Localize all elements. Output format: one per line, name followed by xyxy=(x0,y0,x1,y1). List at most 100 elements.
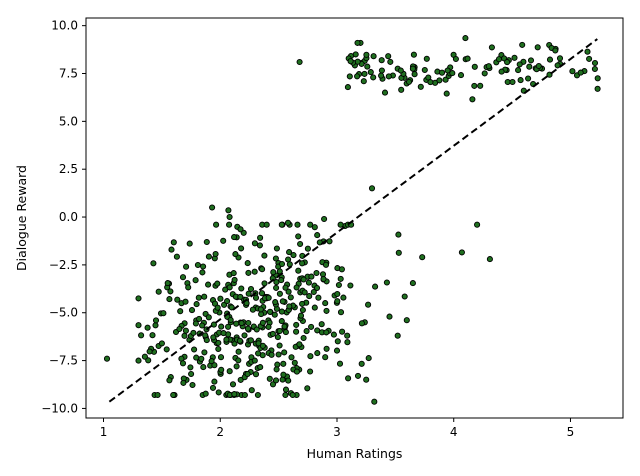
data-point xyxy=(337,309,345,316)
data-point xyxy=(395,249,402,256)
data-point xyxy=(358,320,365,327)
data-point xyxy=(290,252,297,259)
data-point xyxy=(306,293,313,300)
data-point xyxy=(182,327,189,334)
data-point xyxy=(526,63,533,70)
data-point xyxy=(337,221,344,228)
data-point xyxy=(293,368,300,375)
data-point xyxy=(236,337,243,344)
data-point xyxy=(217,295,224,302)
data-point xyxy=(247,285,255,293)
data-point xyxy=(385,73,392,80)
data-point xyxy=(203,337,210,344)
data-point xyxy=(307,368,314,375)
data-point xyxy=(238,285,245,292)
data-point xyxy=(527,57,535,64)
data-point xyxy=(385,53,392,60)
data-point xyxy=(237,293,244,300)
data-point xyxy=(166,296,173,303)
y-tick-label: 0.0 xyxy=(59,210,78,224)
data-point xyxy=(282,284,289,291)
data-point xyxy=(210,321,217,328)
data-point xyxy=(360,78,367,85)
data-point xyxy=(378,57,385,64)
data-point xyxy=(209,384,217,391)
data-point xyxy=(173,253,180,260)
data-point xyxy=(464,55,471,62)
data-point xyxy=(194,261,201,269)
data-point xyxy=(338,266,345,273)
data-point xyxy=(138,332,145,339)
data-point xyxy=(231,391,238,398)
data-point xyxy=(346,73,353,80)
data-point xyxy=(248,387,255,394)
data-point xyxy=(268,351,275,358)
data-point xyxy=(275,351,282,358)
data-point xyxy=(368,185,376,192)
data-point xyxy=(367,69,374,76)
data-point xyxy=(213,221,220,228)
data-point xyxy=(323,307,330,314)
data-point xyxy=(304,245,311,252)
data-point xyxy=(287,294,294,301)
data-point xyxy=(395,231,402,238)
data-point xyxy=(205,314,212,321)
data-point xyxy=(410,51,417,58)
data-point xyxy=(218,323,225,330)
data-point xyxy=(371,398,378,405)
data-point xyxy=(546,56,554,63)
data-point xyxy=(411,71,418,78)
data-point xyxy=(409,65,416,72)
data-point xyxy=(183,263,190,270)
data-point xyxy=(409,280,416,287)
data-point xyxy=(511,54,518,61)
x-tick-label: 3 xyxy=(333,425,341,439)
trend-layer xyxy=(108,38,598,403)
data-point xyxy=(320,275,327,283)
data-point xyxy=(215,389,222,396)
data-point xyxy=(304,385,311,392)
data-point xyxy=(205,253,212,260)
y-tick-label: 7.5 xyxy=(59,67,78,81)
data-point xyxy=(372,283,379,290)
data-point xyxy=(251,357,258,364)
data-point xyxy=(274,334,281,341)
data-point xyxy=(293,328,300,335)
data-point xyxy=(141,353,148,360)
data-point xyxy=(223,336,230,343)
data-point xyxy=(163,346,170,353)
data-point xyxy=(398,86,405,93)
data-point xyxy=(322,354,329,361)
data-point xyxy=(180,379,187,386)
data-point xyxy=(237,226,244,233)
data-point xyxy=(486,256,493,263)
data-point xyxy=(339,328,346,335)
data-point xyxy=(293,321,300,328)
data-point xyxy=(160,310,167,317)
data-point xyxy=(210,334,217,341)
data-point xyxy=(224,298,231,305)
data-point xyxy=(387,58,394,65)
data-point xyxy=(296,58,303,66)
data-point xyxy=(229,381,237,388)
data-point xyxy=(158,340,165,347)
data-point xyxy=(273,284,280,291)
data-point xyxy=(469,96,476,103)
data-point xyxy=(452,55,459,63)
data-point xyxy=(226,213,233,221)
y-tick-label: −10.0 xyxy=(41,401,78,415)
data-point xyxy=(257,234,264,241)
data-point xyxy=(278,308,285,315)
data-point xyxy=(344,339,351,346)
data-point xyxy=(457,72,465,79)
data-point xyxy=(594,75,601,82)
data-point xyxy=(215,345,222,353)
data-point xyxy=(286,303,293,310)
data-point xyxy=(334,290,341,298)
data-point xyxy=(485,63,492,70)
data-point xyxy=(193,354,200,361)
data-point xyxy=(152,322,159,329)
data-point xyxy=(192,277,199,284)
x-tick-label: 2 xyxy=(216,425,224,439)
data-point xyxy=(278,277,285,284)
